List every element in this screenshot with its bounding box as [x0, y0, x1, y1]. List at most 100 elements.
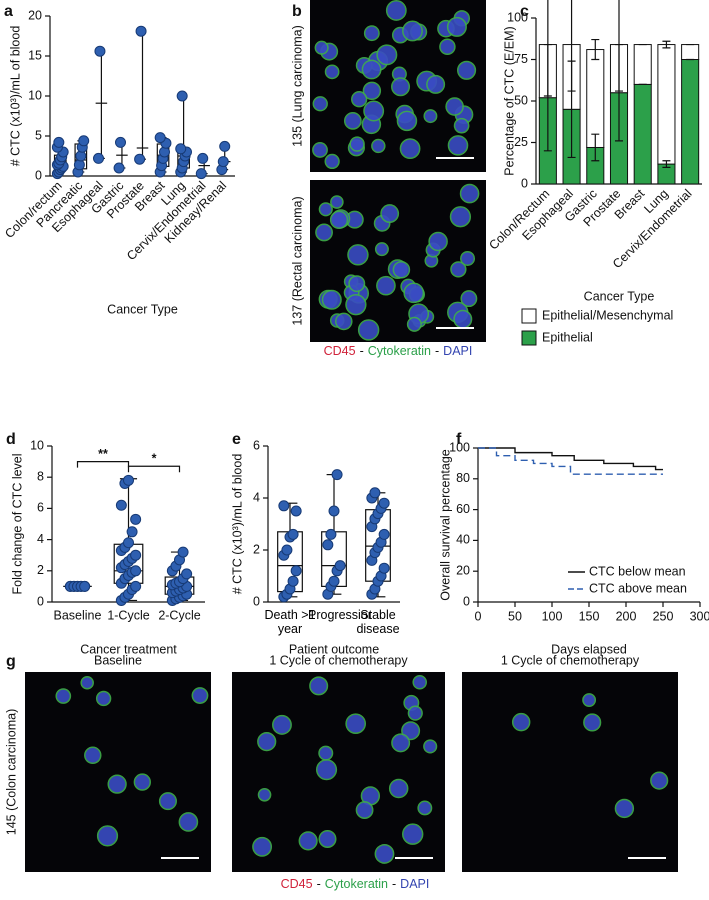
cell: [460, 250, 476, 266]
cell: [583, 713, 602, 732]
data-point: [177, 546, 189, 558]
x-axis-title: Cancer Type: [107, 302, 178, 316]
cell: [191, 687, 209, 704]
data-point: [130, 549, 142, 561]
y-tick-label: 0: [37, 594, 44, 608]
cell: [312, 96, 328, 112]
data-point: [93, 152, 105, 164]
y-tick-label: 2: [37, 563, 44, 577]
x-tick-label: 200: [616, 609, 637, 623]
cell: [450, 261, 467, 278]
y-tick-label: 0: [521, 176, 528, 190]
cell: [330, 195, 344, 209]
caption-part: DAPI: [443, 344, 472, 358]
caption-part: -: [360, 344, 364, 358]
legend-swatch: [521, 308, 537, 324]
y-tick-label: 6: [37, 501, 44, 515]
caption-part: DAPI: [400, 877, 429, 891]
data-point: [278, 500, 290, 512]
data-point: [197, 152, 209, 164]
caption-part: Cytokeratin: [325, 877, 388, 891]
cell: [318, 829, 337, 848]
row-label: 135 (Lung carcinoma): [290, 25, 304, 147]
y-tick-label: 0: [253, 594, 260, 608]
y-tick-label: 6: [253, 438, 260, 452]
data-point: [219, 140, 231, 152]
cell: [374, 844, 395, 864]
data-point: [78, 135, 90, 147]
y-tick-label: 15: [28, 48, 42, 62]
cell: [439, 38, 456, 56]
legend-label: CTC below mean: [589, 564, 686, 578]
data-point: [181, 568, 193, 580]
data-point: [217, 156, 229, 168]
cell: [449, 206, 472, 228]
cell: [412, 674, 428, 690]
x-axis-title: Cancer treatment: [80, 642, 177, 656]
y-tick-label: 2: [253, 542, 260, 556]
cell: [417, 800, 433, 816]
cell: [107, 774, 127, 794]
cell: [402, 823, 424, 845]
data-point: [331, 469, 343, 481]
data-point: [130, 565, 142, 577]
data-point: [123, 474, 134, 486]
cell: [445, 97, 464, 116]
cell: [376, 275, 396, 296]
caption-part: Cytokeratin: [368, 344, 431, 358]
cell: [399, 138, 421, 160]
panel-label: e: [232, 431, 241, 448]
significance-label: **: [98, 447, 108, 461]
x-tick-label-box: Stable disease: [356, 608, 399, 636]
x-axis-title: Cancer Type: [584, 289, 655, 303]
panel-label: d: [6, 431, 16, 448]
cell: [321, 289, 342, 310]
cell: [614, 798, 635, 819]
y-tick-label: 8: [37, 469, 44, 483]
survival-line: [478, 447, 663, 475]
x-tick-label: 50: [508, 609, 522, 623]
cell: [371, 138, 386, 154]
cell: [347, 244, 369, 266]
cell: [324, 64, 340, 80]
x-axis-title: Patient outcome: [289, 642, 379, 656]
panel-label: c: [520, 3, 529, 20]
data-point: [378, 562, 390, 574]
caption-part: CD45: [324, 344, 356, 358]
y-tick-label: 100: [507, 10, 528, 24]
panel-label: g: [6, 653, 16, 670]
data-point: [328, 575, 340, 587]
cell: [309, 676, 329, 696]
cell: [324, 153, 340, 170]
error-bar: [543, 0, 552, 97]
survival-line: [478, 447, 663, 471]
cell: [298, 831, 318, 851]
cell: [84, 746, 102, 764]
cell: [406, 316, 422, 332]
bar-segment: [657, 44, 676, 165]
cell: [252, 836, 273, 857]
y-tick-label: 20: [28, 8, 42, 22]
cell: [361, 59, 382, 80]
cell: [329, 210, 349, 229]
y-axis-title: Fold change of CTC level: [10, 453, 24, 594]
data-point: [334, 560, 346, 572]
column-title: 1 Cycle of chemotherapy: [269, 653, 408, 667]
cell: [374, 242, 389, 257]
cell: [426, 74, 446, 94]
cell: [407, 705, 423, 721]
cell: [456, 60, 477, 80]
cell: [453, 309, 473, 329]
y-tick-label: 0: [463, 594, 470, 608]
cell: [380, 204, 400, 223]
data-point: [53, 136, 65, 148]
micrograph: [25, 672, 211, 872]
error-bar: [591, 133, 600, 162]
cell: [447, 135, 469, 156]
cell: [257, 787, 272, 802]
error-bar: [591, 38, 600, 61]
caption-part: -: [435, 344, 439, 358]
x-tick-label: 2-Cycle: [158, 608, 200, 622]
